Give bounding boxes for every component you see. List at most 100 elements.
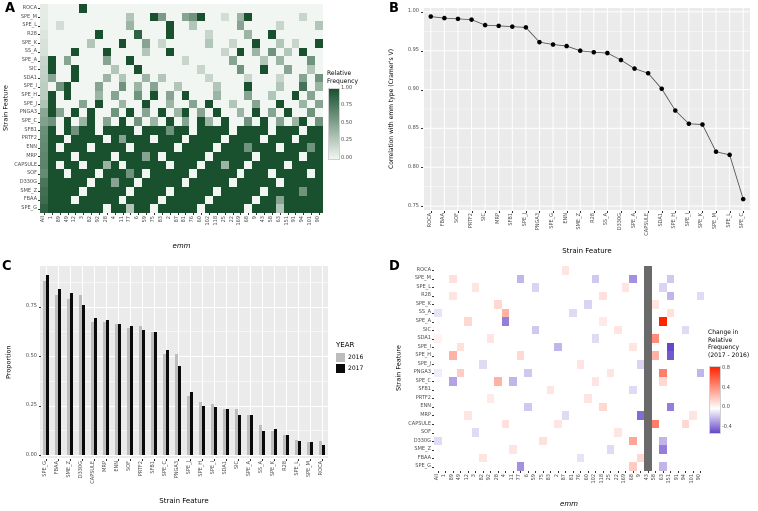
gridline-vertical — [250, 266, 251, 458]
heatmap-cell — [696, 334, 704, 343]
heatmap-cell — [228, 4, 237, 13]
heatmap-cell — [95, 30, 103, 39]
heatmap-cell — [299, 73, 308, 83]
y-axis-tick — [431, 355, 434, 357]
legend-tick-label: 0.00 — [341, 154, 353, 161]
x-axis-tick — [685, 471, 687, 473]
heatmap-cell — [666, 334, 674, 343]
x-axis-tick — [122, 213, 124, 215]
heatmap-cell — [212, 56, 221, 65]
heatmap-cell — [584, 359, 592, 369]
heatmap-cell — [110, 152, 119, 161]
heatmap-cell — [291, 204, 300, 213]
heatmap-cell — [576, 308, 584, 318]
heatmap-cell — [118, 73, 127, 83]
panel-d-legend-title: Change in Relative Frequency (2017 - 201… — [708, 329, 750, 359]
heatmap-cell — [554, 351, 562, 360]
heatmap-cell — [291, 152, 300, 161]
heatmap-cell — [606, 377, 614, 386]
heatmap-cell — [659, 342, 667, 352]
heatmap-cell — [651, 402, 659, 412]
heatmap-cell — [441, 394, 449, 403]
heatmap-cell — [561, 342, 569, 352]
heatmap-cell — [696, 300, 704, 309]
heatmap-cell — [63, 125, 72, 135]
x-axis-tick — [580, 210, 582, 213]
bar-2016 — [318, 441, 322, 455]
heatmap-cell — [173, 12, 182, 22]
heatmap-cell — [71, 134, 80, 144]
heatmap-cell — [471, 300, 479, 309]
x-axis-tick — [91, 213, 93, 215]
heatmap-cell — [659, 300, 667, 309]
heatmap-cell — [456, 436, 464, 446]
heatmap-cell — [689, 411, 697, 420]
heatmap-cell — [576, 394, 584, 403]
heatmap-cell — [629, 342, 637, 352]
y-axis-tick — [420, 206, 423, 208]
heatmap-cell — [173, 186, 182, 196]
heatmap-cell — [636, 351, 644, 360]
heatmap-cell — [599, 308, 607, 318]
heatmap-cell — [102, 117, 111, 126]
heatmap-cell — [87, 12, 96, 22]
heatmap-cell — [681, 274, 689, 284]
heatmap-cell — [267, 143, 276, 153]
heatmap-cell — [40, 38, 48, 48]
row-label: SOF — [27, 170, 37, 177]
heatmap-cell — [71, 73, 80, 83]
heatmap-cell — [236, 47, 245, 57]
heatmap-cell — [40, 64, 48, 74]
heatmap-cell — [95, 73, 103, 83]
heatmap-cell — [291, 108, 300, 118]
x-axis-tick — [542, 471, 544, 473]
heatmap-cell — [629, 300, 637, 309]
heatmap-cell — [449, 462, 457, 471]
heatmap-cell — [55, 152, 64, 161]
heatmap-cell — [197, 195, 206, 205]
heatmap-cell — [524, 402, 532, 412]
heatmap-cell — [244, 64, 253, 74]
heatmap-cell — [644, 266, 652, 275]
heatmap-cell — [260, 99, 268, 109]
y-axis-tick — [38, 306, 41, 308]
heatmap-cell — [524, 300, 532, 309]
heatmap-cell — [434, 325, 442, 335]
heatmap-cell — [291, 178, 300, 187]
heatmap-cell — [142, 47, 151, 57]
heatmap-cell — [479, 368, 487, 378]
heatmap-cell — [118, 143, 127, 153]
heatmap-cell — [63, 195, 72, 205]
y-axis-tick — [37, 51, 40, 53]
heatmap-cell — [539, 300, 547, 309]
heatmap-cell — [599, 419, 607, 429]
heatmap-cell — [576, 385, 584, 395]
heatmap-cell — [486, 274, 494, 284]
column-label: ENN — [562, 213, 569, 224]
heatmap-cell — [539, 453, 547, 463]
column-label: SPE_C — [739, 213, 746, 229]
heatmap-cell — [79, 73, 88, 83]
x-axis-tick — [444, 210, 446, 213]
heatmap-cell — [584, 283, 592, 292]
heatmap-cell — [220, 108, 229, 118]
heatmap-cell — [531, 300, 539, 309]
heatmap-cell — [40, 169, 48, 179]
heatmap-cell — [636, 385, 644, 395]
heatmap-cell — [173, 178, 182, 187]
heatmap-cell — [173, 64, 182, 74]
heatmap-cell — [252, 160, 261, 170]
heatmap-cell — [220, 195, 229, 205]
heatmap-cell — [509, 283, 517, 292]
column-label: All — [433, 474, 440, 481]
heatmap-cell — [63, 30, 72, 39]
heatmap-cell — [79, 21, 88, 31]
column-label: 2 — [165, 216, 172, 220]
heatmap-cell — [142, 99, 151, 109]
heatmap-cell — [434, 300, 442, 309]
heatmap-cell — [150, 186, 158, 196]
heatmap-cell — [681, 394, 689, 403]
row-label: SPE_K — [415, 300, 431, 307]
x-axis-tick — [595, 471, 597, 473]
heatmap-cell — [606, 300, 614, 309]
